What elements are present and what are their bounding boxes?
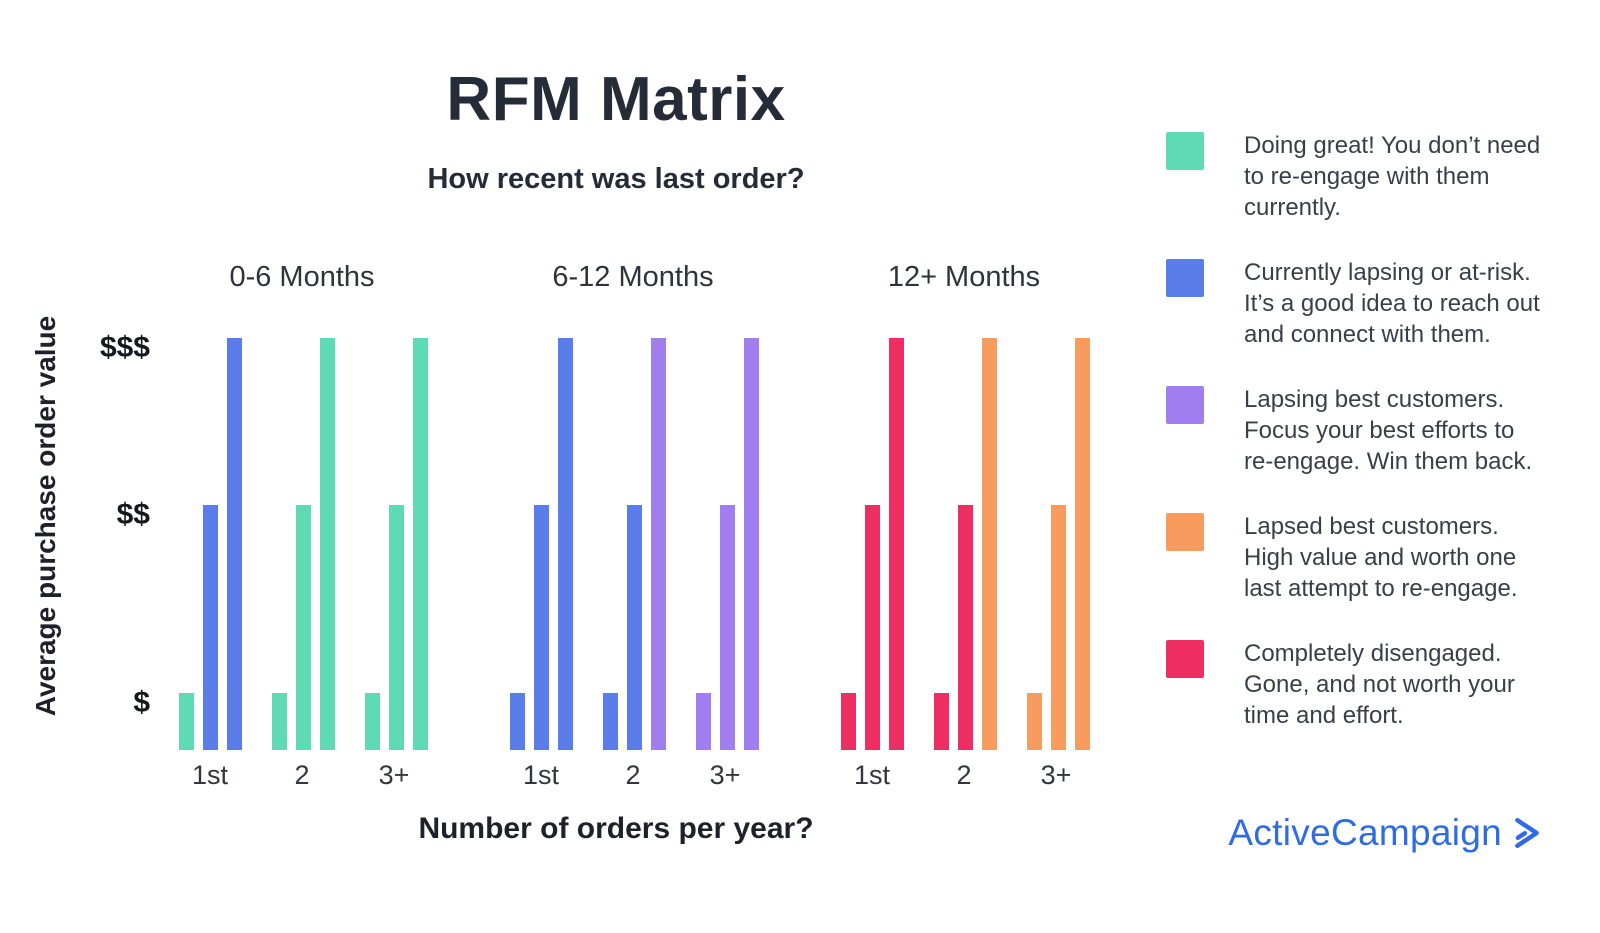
activecampaign-logo: ActiveCampaign xyxy=(1228,812,1542,854)
bar-blue-1dollar xyxy=(510,693,525,750)
legend-swatch-pink xyxy=(1166,640,1204,678)
legend-item: Lapsing best customers. Focus your best … xyxy=(1166,384,1566,511)
legend-text: Lapsed best customers. High value and wo… xyxy=(1244,513,1518,602)
legend-item: Currently lapsing or at-risk. It’s a goo… xyxy=(1166,257,1566,384)
activecampaign-logo-text: ActiveCampaign xyxy=(1228,812,1502,853)
x-tick-label: 1st xyxy=(522,760,560,790)
bar-teal-1dollar xyxy=(179,693,194,750)
group-title: 6-12 Months xyxy=(552,261,714,293)
legend-swatch-purple xyxy=(1166,386,1204,424)
bars-row xyxy=(179,338,428,750)
x-tick-label: 2 xyxy=(294,760,310,790)
bar-blue-1dollar xyxy=(603,693,618,750)
bar-cluster xyxy=(179,338,242,750)
x-tick-label: 3+ xyxy=(378,760,410,790)
legend-swatch-teal xyxy=(1166,132,1204,170)
legend-item: Lapsed best customers. High value and wo… xyxy=(1166,511,1566,638)
x-tick-label: 3+ xyxy=(709,760,741,790)
bars-row xyxy=(510,338,759,750)
y-tick-label: $$ xyxy=(116,498,150,531)
bar-cluster xyxy=(365,338,428,750)
bar-pink-3dollar xyxy=(889,338,904,750)
legend-text: Doing great! You don’t need to re-engage… xyxy=(1244,132,1541,221)
legend-item: Completely disengaged. Gone, and not wor… xyxy=(1166,638,1566,765)
bar-orange-1dollar xyxy=(1027,693,1042,750)
bar-cluster xyxy=(510,338,573,750)
bar-pink-1dollar xyxy=(934,693,949,750)
chart-group: 0-6 Months 1st 2 3+ xyxy=(179,260,428,791)
x-tick-label: 3+ xyxy=(1040,760,1072,790)
legend-text: Currently lapsing or at-risk. It’s a goo… xyxy=(1244,259,1540,348)
bar-cluster xyxy=(696,338,759,750)
x-tick-label: 2 xyxy=(956,760,972,790)
bar-blue-2dollar xyxy=(534,505,549,750)
x-tick-label: 1st xyxy=(853,760,891,790)
bar-teal-2dollar xyxy=(296,505,311,750)
bar-orange-2dollar xyxy=(1051,505,1066,750)
bar-orange-3dollar xyxy=(982,338,997,750)
legend-text: Lapsing best customers. Focus your best … xyxy=(1244,386,1533,475)
page-subtitle: How recent was last order? xyxy=(427,163,805,195)
bar-purple-2dollar xyxy=(720,505,735,750)
bar-cluster xyxy=(603,338,666,750)
legend-item: Doing great! You don’t need to re-engage… xyxy=(1166,130,1566,257)
bar-blue-2dollar xyxy=(627,505,642,750)
x-tick-label: 1st xyxy=(191,760,229,790)
bar-pink-2dollar xyxy=(958,505,973,750)
bar-teal-1dollar xyxy=(365,693,380,750)
bar-blue-3dollar xyxy=(227,338,242,750)
bar-cluster xyxy=(1027,338,1090,750)
legend-swatch-blue xyxy=(1166,259,1204,297)
cluster-labels-row: 1st 2 3+ xyxy=(179,760,425,791)
bar-cluster xyxy=(841,338,904,750)
x-tick-label: 2 xyxy=(625,760,641,790)
activecampaign-chevron-icon xyxy=(1515,817,1539,849)
group-title: 12+ Months xyxy=(887,261,1041,293)
chart-group: 6-12 Months 1st 2 3+ xyxy=(510,260,759,791)
bar-blue-2dollar xyxy=(203,505,218,750)
legend-swatch-orange xyxy=(1166,513,1204,551)
bar-purple-3dollar xyxy=(651,338,666,750)
legend-text: Completely disengaged. Gone, and not wor… xyxy=(1244,640,1515,729)
bars-row xyxy=(841,338,1090,750)
bar-orange-3dollar xyxy=(1075,338,1090,750)
bar-teal-3dollar xyxy=(413,338,428,750)
grouped-bar-chart: 0-6 Months 1st 2 3+ 6-12 Months 1st 2 3+ 12+ Mon… xyxy=(179,260,1090,791)
chart-group: 12+ Months 1st 2 3+ xyxy=(841,260,1090,791)
y-tick-label: $$$ xyxy=(99,331,150,364)
bar-blue-3dollar xyxy=(558,338,573,750)
header: RFM Matrix How recent was last order? xyxy=(0,0,1232,196)
bar-teal-3dollar xyxy=(320,338,335,750)
group-title: 0-6 Months xyxy=(229,261,375,293)
x-axis-title: Number of orders per year? xyxy=(418,812,814,845)
bar-teal-2dollar xyxy=(389,505,404,750)
bar-purple-1dollar xyxy=(696,693,711,750)
bar-cluster xyxy=(272,338,335,750)
y-tick-label: $ xyxy=(133,686,150,719)
bar-pink-2dollar xyxy=(865,505,880,750)
bar-purple-3dollar xyxy=(744,338,759,750)
bar-cluster xyxy=(934,338,997,750)
cluster-labels-row: 1st 2 3+ xyxy=(510,760,756,791)
legend: Doing great! You don’t need to re-engage… xyxy=(1166,130,1566,765)
page-title: RFM Matrix xyxy=(446,65,786,134)
bar-pink-1dollar xyxy=(841,693,856,750)
cluster-labels-row: 1st 2 3+ xyxy=(841,760,1087,791)
bar-teal-1dollar xyxy=(272,693,287,750)
